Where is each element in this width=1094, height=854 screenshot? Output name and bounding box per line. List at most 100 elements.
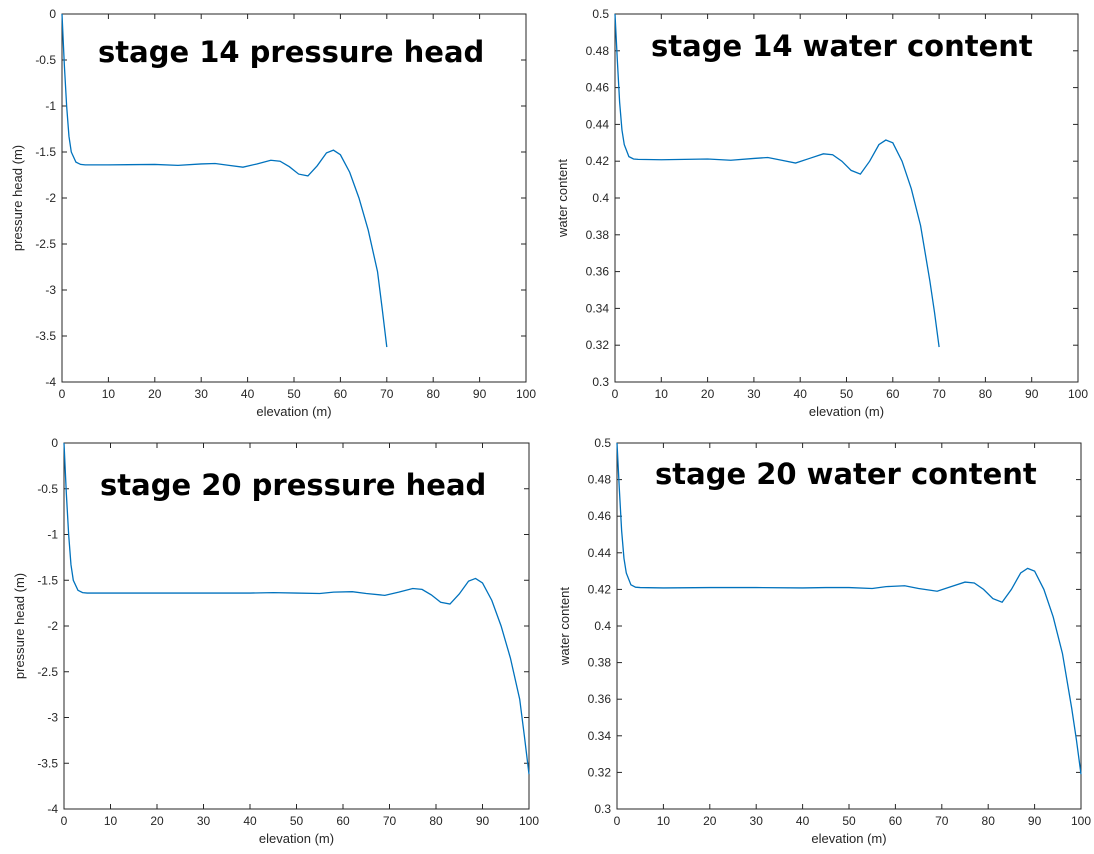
y-tick-label: 0.3 xyxy=(594,802,611,816)
y-tick-label: 0.48 xyxy=(588,473,612,487)
y-tick-label: 0.44 xyxy=(586,117,610,131)
y-tick-label: -0.5 xyxy=(35,53,56,67)
x-tick-label: 0 xyxy=(612,387,619,401)
y-tick-label: 0.46 xyxy=(586,81,610,95)
y-tick-label: 0.36 xyxy=(588,692,612,706)
x-tick-label: 100 xyxy=(519,814,539,828)
y-tick-label: -3 xyxy=(45,283,56,297)
x-tick-label: 40 xyxy=(796,814,810,828)
y-tick-label: 0.5 xyxy=(594,436,611,450)
y-tick-label: -2 xyxy=(45,191,56,205)
x-axis-label: elevation (m) xyxy=(809,404,884,419)
y-axis-label: pressure head (m) xyxy=(12,573,27,679)
x-tick-label: 80 xyxy=(427,387,441,401)
y-tick-label: 0.34 xyxy=(588,729,612,743)
x-tick-label: 90 xyxy=(1028,814,1042,828)
x-tick-label: 90 xyxy=(476,814,490,828)
y-tick-label: 0.38 xyxy=(588,656,612,670)
x-tick-label: 70 xyxy=(380,387,394,401)
series-line xyxy=(614,13,940,348)
y-tick-label: 0.42 xyxy=(588,582,612,596)
axes-box xyxy=(63,442,530,810)
x-tick-label: 80 xyxy=(982,814,996,828)
plot-title: stage 14 pressure head xyxy=(98,35,484,69)
panel-stage-20-pressure-head: 0 10 20 30 40 50 60 70 80 90 100 0 -0.5 -1 -1.5 -2 -2.5 -… xyxy=(12,436,539,846)
x-tick-label: 10 xyxy=(657,814,671,828)
x-tick-label: 70 xyxy=(383,814,397,828)
x-tick-label: 80 xyxy=(429,814,443,828)
x-tick-label: 60 xyxy=(886,387,900,401)
y-tick-label: 0.5 xyxy=(592,7,609,21)
panel-stage-14-pressure-head: 0 10 20 30 40 50 60 70 80 90 100 0 -0.5 -1 -1.5 -2 -2.5 -… xyxy=(10,7,536,419)
x-tick-label: 20 xyxy=(150,814,164,828)
y-tick-label: -3.5 xyxy=(37,756,58,770)
x-tick-label: 30 xyxy=(750,814,764,828)
x-tick-label: 40 xyxy=(243,814,257,828)
x-tick-label: 20 xyxy=(701,387,715,401)
y-tick-label: -1 xyxy=(45,99,56,113)
series-line xyxy=(616,442,1082,775)
y-tick-label: 0 xyxy=(49,7,56,21)
plot-title: stage 20 water content xyxy=(655,457,1037,491)
x-tick-label: 0 xyxy=(61,814,68,828)
x-tick-label: 20 xyxy=(703,814,717,828)
y-tick-label: 0.48 xyxy=(586,44,610,58)
y-tick-label: -1.5 xyxy=(35,145,56,159)
y-tick-label: -4 xyxy=(47,802,58,816)
y-axis-label: water content xyxy=(555,159,570,238)
x-tick-label: 30 xyxy=(747,387,761,401)
axes-box xyxy=(616,442,1082,810)
x-axis-label: elevation (m) xyxy=(256,404,331,419)
y-tick-label: 0.42 xyxy=(586,154,610,168)
x-axis-label: elevation (m) xyxy=(259,831,334,846)
x-tick-label: 80 xyxy=(979,387,993,401)
y-tick-label: 0.4 xyxy=(594,619,611,633)
y-tick-label: -2.5 xyxy=(35,237,56,251)
x-tick-label: 10 xyxy=(102,387,116,401)
x-tick-label: 50 xyxy=(290,814,304,828)
x-tick-label: 50 xyxy=(840,387,854,401)
y-tick-label: 0.38 xyxy=(586,228,610,242)
panel-stage-14-water-content: 0 10 20 30 40 50 60 70 80 90 100 0.5 0.48 0.46 0.44 0.4… xyxy=(555,7,1088,419)
y-tick-label: -4 xyxy=(45,375,56,389)
plot-title: stage 14 water content xyxy=(651,29,1033,63)
y-tick-label: 0.44 xyxy=(588,546,612,560)
x-tick-label: 60 xyxy=(889,814,903,828)
y-tick-label: -3.5 xyxy=(35,329,56,343)
x-tick-label: 90 xyxy=(1025,387,1039,401)
y-tick-label: -3 xyxy=(47,711,58,725)
plot-title: stage 20 pressure head xyxy=(100,468,486,502)
x-tick-label: 30 xyxy=(195,387,209,401)
axes-box xyxy=(61,13,527,383)
x-tick-label: 0 xyxy=(614,814,621,828)
x-tick-label: 70 xyxy=(935,814,949,828)
x-tick-label: 40 xyxy=(794,387,808,401)
x-tick-label: 70 xyxy=(932,387,946,401)
axes-box xyxy=(614,13,1079,383)
y-tick-label: 0.34 xyxy=(586,301,610,315)
y-tick-label: 0.32 xyxy=(588,765,612,779)
y-tick-label: 0.4 xyxy=(592,191,609,205)
y-axis-label: water content xyxy=(557,587,572,666)
x-tick-label: 100 xyxy=(516,387,536,401)
y-tick-label: -1.5 xyxy=(37,573,58,587)
x-tick-label: 90 xyxy=(473,387,487,401)
y-tick-label: -2.5 xyxy=(37,665,58,679)
y-tick-label: 0.46 xyxy=(588,509,612,523)
x-tick-label: 10 xyxy=(104,814,118,828)
x-tick-label: 50 xyxy=(287,387,301,401)
x-tick-label: 60 xyxy=(334,387,348,401)
y-tick-label: 0.3 xyxy=(592,375,609,389)
y-tick-label: -0.5 xyxy=(37,482,58,496)
x-tick-label: 0 xyxy=(59,387,66,401)
x-tick-label: 100 xyxy=(1068,387,1088,401)
x-tick-label: 100 xyxy=(1071,814,1091,828)
x-tick-label: 30 xyxy=(197,814,211,828)
x-tick-label: 50 xyxy=(842,814,856,828)
x-tick-label: 60 xyxy=(336,814,350,828)
y-tick-label: 0.36 xyxy=(586,265,610,279)
panel-stage-20-water-content: 0 10 20 30 40 50 60 70 80 90 100 0.5 0.48 0.46 0.44 0.4… xyxy=(557,436,1091,846)
series-line xyxy=(63,442,530,775)
x-tick-label: 10 xyxy=(655,387,669,401)
